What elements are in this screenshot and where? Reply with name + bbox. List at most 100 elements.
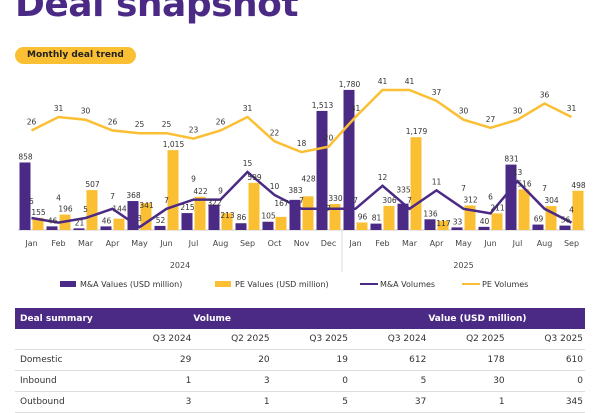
- data-label-pe-volume: 26: [27, 118, 37, 127]
- table-cell: 1: [498, 397, 505, 407]
- data-label-pe-volume: 41: [378, 77, 388, 86]
- data-label-pe-volume: 26: [216, 118, 226, 127]
- data-label-ma-value: 86: [237, 213, 247, 222]
- table-cell: 1: [263, 397, 270, 407]
- data-label-pe-volume: 36: [540, 91, 550, 100]
- data-label-pe-volume: 31: [54, 104, 64, 113]
- legend-item: PE Values (USD million): [215, 280, 329, 289]
- data-label-ma-volume: 7: [353, 196, 358, 205]
- x-tick-label: Aug: [537, 239, 553, 248]
- data-label-pe-value: 155: [31, 208, 46, 217]
- data-label-pe-volume: 30: [81, 107, 91, 116]
- data-label-ma-value: 136: [423, 209, 438, 218]
- x-tick-label: Sep: [564, 239, 579, 248]
- data-label-ma-value: 831: [504, 155, 519, 164]
- data-label-pe-volume: 30: [459, 107, 469, 116]
- bar-pe-value: [221, 213, 233, 230]
- data-label-pe-value: 507: [85, 180, 100, 189]
- bar-ma-value: [559, 225, 571, 230]
- bar-pe-value: [518, 189, 530, 230]
- data-label-pe-value: 144: [112, 205, 127, 214]
- data-label-pe-value: 312: [463, 195, 478, 204]
- table-cell: 20: [258, 355, 270, 365]
- legend-item: PE Volumes: [462, 280, 528, 289]
- data-label-ma-value: 1,513: [312, 101, 334, 110]
- bar-pe-value: [302, 196, 314, 230]
- data-label-pe-value: 1,179: [406, 127, 428, 136]
- legend-item: M&A Values (USD million): [60, 280, 182, 289]
- bar-pe-value: [167, 150, 179, 230]
- bar-pe-value: [248, 182, 260, 230]
- bar-ma-value: [343, 89, 355, 230]
- bar-pe-value: [356, 222, 368, 230]
- bar-ma-value: [505, 164, 517, 230]
- data-label-ma-value: 46: [102, 216, 112, 225]
- x-tick-label: Aug: [213, 239, 229, 248]
- bar-ma-value: [208, 204, 220, 230]
- data-label-ma-volume: 7: [407, 196, 412, 205]
- data-label-pe-value: 196: [58, 205, 73, 214]
- table-cell: 5: [342, 397, 348, 407]
- data-label-ma-volume: 7: [542, 184, 547, 193]
- data-label-pe-volume: 25: [162, 120, 172, 129]
- table-cell: 19: [336, 355, 348, 365]
- data-label-ma-volume: 10: [270, 182, 280, 191]
- data-label-ma-volume: 7: [110, 192, 115, 201]
- table-cell: Domestic: [20, 355, 63, 365]
- data-label-ma-value: 46: [48, 216, 58, 225]
- bar-ma-value: [478, 226, 490, 230]
- lines: [30, 88, 573, 229]
- data-label-ma-value: 105: [261, 212, 276, 221]
- table-cell: 0: [342, 376, 348, 386]
- bar-pe-value: [329, 204, 341, 230]
- x-tick-label: Nov: [294, 239, 310, 248]
- subheader-cell: Q3 2024: [152, 334, 192, 344]
- table-row: Inbound 1 3 0 5 30 0: [15, 371, 585, 392]
- bar-pe-value: [194, 196, 206, 230]
- bar-pe-value: [383, 205, 395, 230]
- x-tick-label: Sep: [240, 239, 255, 248]
- legend-item: M&A Volumes: [360, 280, 435, 289]
- bar-ma-value: [316, 110, 328, 230]
- table-cell: 30: [493, 376, 505, 386]
- x-tick-label: May: [455, 239, 472, 248]
- table-cell: 3: [185, 397, 192, 407]
- x-tick-label: Jun: [159, 239, 173, 248]
- data-label-pe-value: 422: [193, 187, 208, 196]
- data-label-pe-value: 516: [517, 179, 532, 188]
- bar-ma-value: [370, 223, 382, 230]
- subheader-cell: Q2 2025: [466, 334, 505, 344]
- data-label-ma-volume: 4: [56, 194, 61, 203]
- bar-ma-value: [397, 203, 409, 230]
- data-label-pe-value: 211: [490, 203, 505, 212]
- x-tick-label: Jan: [24, 239, 37, 248]
- table-cell: 3: [263, 376, 270, 386]
- data-label-pe-volume: 31: [243, 104, 253, 113]
- data-label-ma-volume: 7: [461, 184, 466, 193]
- header-deal-summary: Deal summary: [20, 313, 93, 324]
- table-cell: 612: [409, 355, 427, 365]
- bar-ma-value: [289, 199, 301, 230]
- x-tick-label: Feb: [51, 239, 65, 248]
- table-cell: 178: [487, 355, 505, 365]
- data-label-pe-volume: 25: [135, 120, 145, 129]
- data-label-pe-volume: 18: [297, 139, 307, 148]
- data-label-ma-volume: 4: [569, 206, 574, 215]
- data-label-ma-volume: 5: [29, 197, 34, 206]
- bar-pe-value: [86, 190, 98, 230]
- labels: Jan Feb Mar Apr May Jun Jul Aug Sep Oct Nov Dec Jan F…: [18, 77, 586, 289]
- bar-ma-value: [235, 223, 247, 230]
- bar-ma-value: [127, 201, 139, 230]
- data-label-pe-volume: 37: [432, 88, 442, 97]
- legend-label: PE Volumes: [482, 280, 528, 289]
- subheader-cell: Q3 2025: [309, 334, 348, 344]
- section-pill: Monthly deal trend: [15, 47, 136, 64]
- x-tick-label: May: [131, 239, 148, 248]
- data-label-pe-volume: 31: [567, 104, 577, 113]
- data-label-pe-volume: 22: [270, 128, 280, 137]
- data-label-ma-value: 69: [534, 215, 544, 224]
- data-label-ma-volume: 5: [83, 205, 88, 214]
- x-tick-label: Jan: [348, 239, 361, 248]
- data-label-ma-volume: 7: [326, 204, 331, 213]
- data-label-pe-value: 599: [247, 173, 262, 182]
